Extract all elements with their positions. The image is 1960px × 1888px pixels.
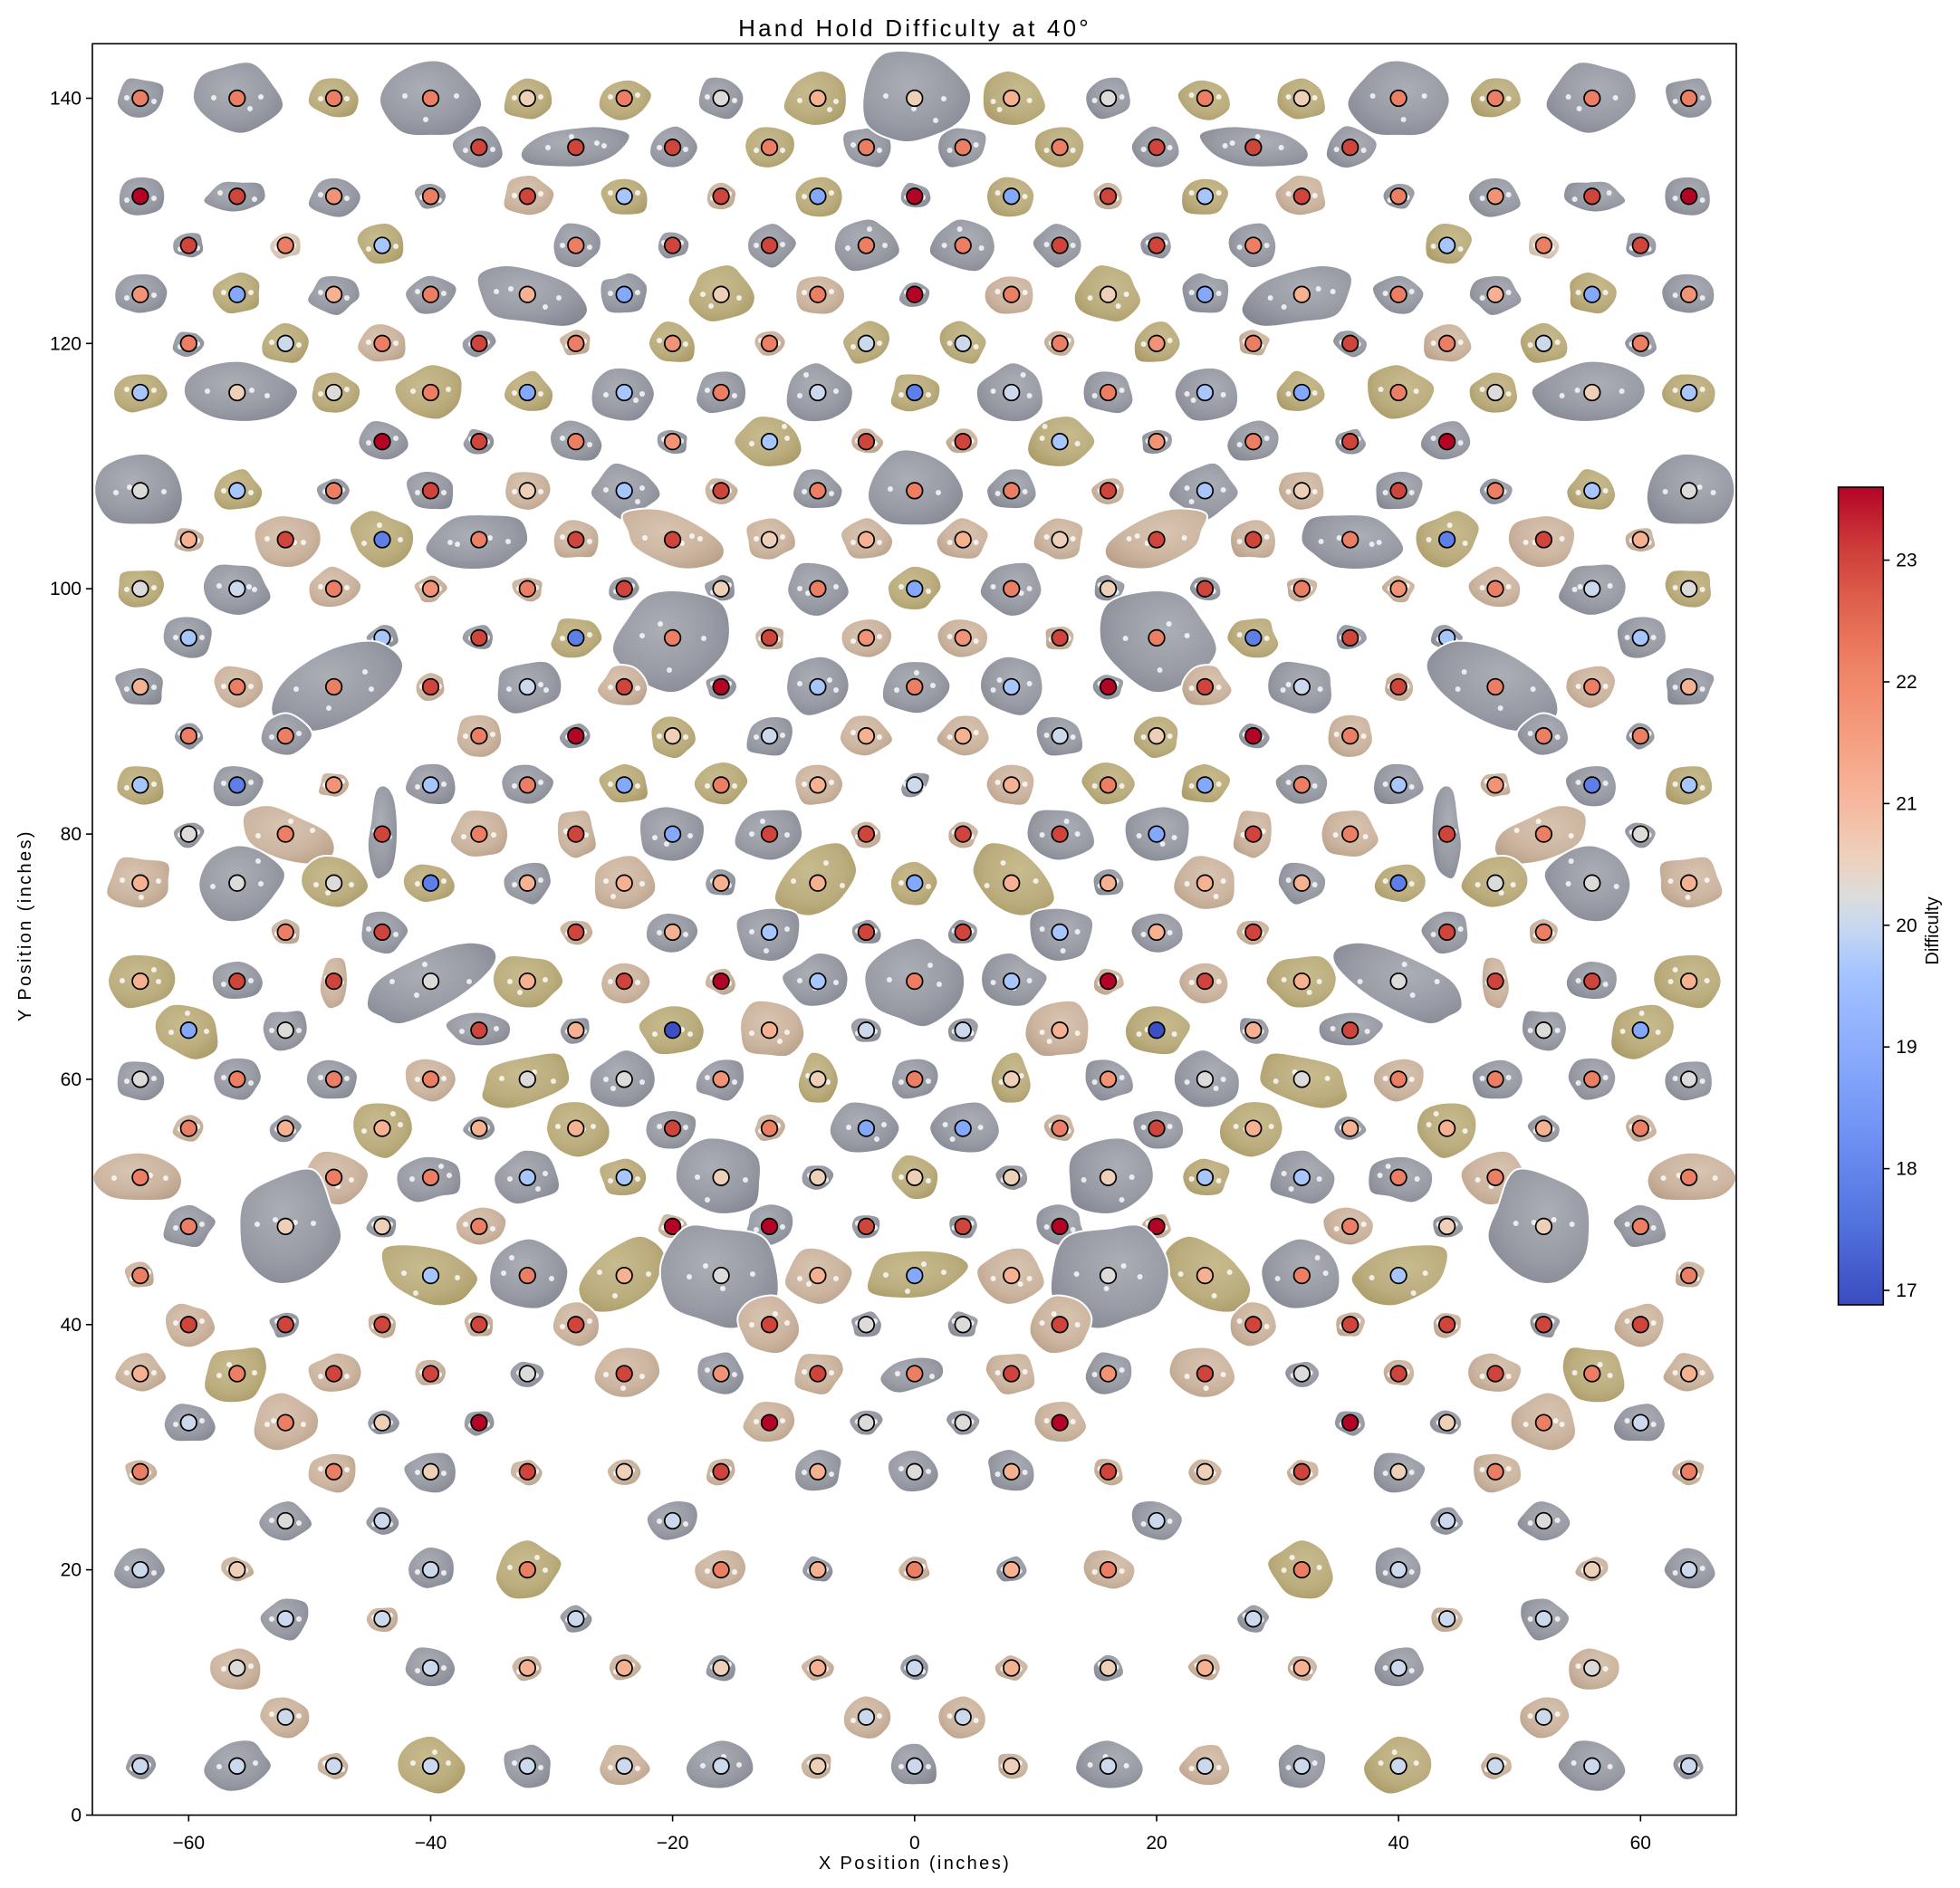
svg-text:40: 40 [61, 1315, 82, 1336]
svg-text:120: 120 [50, 333, 82, 354]
svg-text:23: 23 [1896, 551, 1917, 571]
svg-text:20: 20 [1146, 1833, 1167, 1854]
svg-text:−20: −20 [657, 1833, 689, 1854]
svg-text:Hand Hold Difficulty at 40°: Hand Hold Difficulty at 40° [738, 14, 1091, 42]
svg-text:0: 0 [909, 1833, 920, 1854]
svg-text:17: 17 [1896, 1280, 1917, 1301]
svg-text:40: 40 [1388, 1833, 1408, 1854]
svg-text:19: 19 [1896, 1037, 1917, 1058]
svg-text:0: 0 [71, 1806, 82, 1826]
svg-text:22: 22 [1896, 672, 1917, 693]
svg-text:−40: −40 [415, 1833, 447, 1854]
svg-text:X Position (inches): X Position (inches) [819, 1854, 1011, 1874]
svg-text:Difficulty: Difficulty [1923, 896, 1943, 964]
svg-text:20: 20 [61, 1560, 82, 1581]
svg-text:60: 60 [61, 1069, 82, 1090]
svg-text:Y Position (inches): Y Position (inches) [15, 829, 35, 1021]
svg-text:−60: −60 [172, 1833, 205, 1854]
svg-text:20: 20 [1896, 915, 1917, 936]
svg-text:60: 60 [1630, 1833, 1651, 1854]
svg-text:100: 100 [50, 579, 82, 599]
svg-text:140: 140 [50, 89, 82, 110]
svg-text:18: 18 [1896, 1159, 1917, 1180]
svg-text:80: 80 [61, 824, 82, 845]
svg-text:21: 21 [1896, 793, 1917, 814]
